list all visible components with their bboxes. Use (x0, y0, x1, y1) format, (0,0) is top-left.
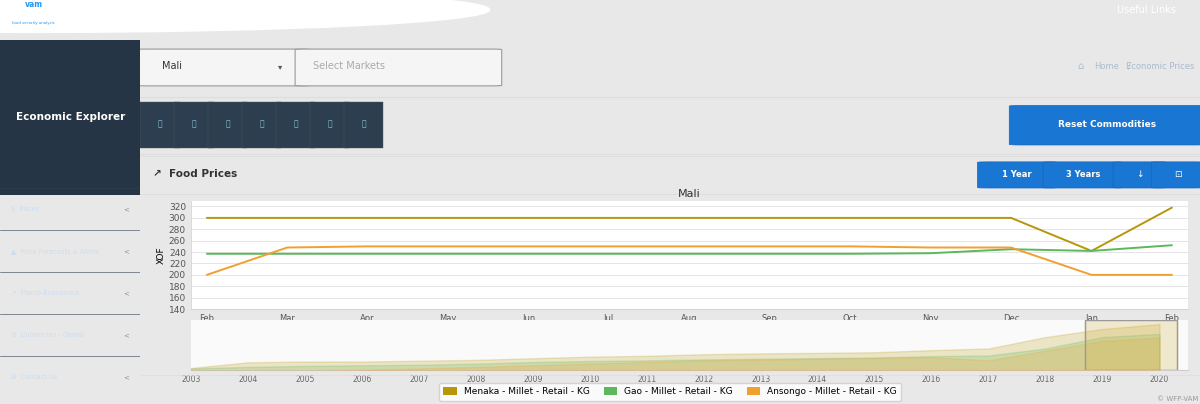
Y-axis label: XOF: XOF (157, 246, 166, 264)
Text: <: < (124, 332, 130, 338)
Text: <: < (124, 374, 130, 380)
Text: <: < (124, 206, 130, 213)
Text: ✉  Contact Us: ✉ Contact Us (11, 374, 58, 380)
Legend: Menaka - Millet - Retail - KG, Gao - Millet - Retail - KG, Ansongo - Millet - Re: Menaka - Millet - Retail - KG, Gao - Mil… (439, 383, 901, 401)
Text: ▾: ▾ (278, 62, 282, 71)
FancyBboxPatch shape (344, 102, 383, 148)
FancyBboxPatch shape (1009, 105, 1200, 145)
Text: © WFP-VAM: © WFP-VAM (1157, 396, 1198, 402)
Bar (0, 40, 140, 195)
Text: Economic Explorer: Economic Explorer (16, 112, 125, 122)
FancyBboxPatch shape (978, 162, 1057, 188)
Text: ▲  Price Forecasts & Alerts: ▲ Price Forecasts & Alerts (11, 248, 100, 254)
Text: Useful Links: Useful Links (1117, 5, 1176, 15)
Text: ⊡: ⊡ (1174, 170, 1182, 179)
FancyBboxPatch shape (209, 102, 247, 148)
Text: ↗  Macro-Economics: ↗ Macro-Economics (11, 290, 79, 296)
FancyBboxPatch shape (136, 49, 310, 86)
Circle shape (0, 0, 490, 32)
Bar (1086, 320, 1177, 370)
Text: Reset Commodities: Reset Commodities (1058, 120, 1157, 128)
Text: 🫙: 🫙 (192, 120, 197, 128)
Bar (1086, 320, 1177, 370)
Text: ⌂: ⌂ (1078, 61, 1084, 72)
FancyBboxPatch shape (174, 102, 214, 148)
Title: Mali: Mali (678, 189, 701, 199)
Text: Select Markets: Select Markets (313, 61, 385, 72)
Text: 🔄: 🔄 (259, 120, 264, 128)
Text: ≡: ≡ (146, 3, 156, 16)
Text: 1 Year: 1 Year (1002, 170, 1032, 179)
Text: $  Prices: $ Prices (11, 206, 40, 213)
Text: 🫙: 🫙 (293, 120, 298, 128)
Text: Mali: Mali (162, 61, 181, 72)
FancyBboxPatch shape (295, 49, 502, 86)
Text: /: / (1128, 62, 1132, 71)
Text: 🫙: 🫙 (328, 120, 332, 128)
FancyBboxPatch shape (310, 102, 349, 148)
Text: food security analysis: food security analysis (12, 21, 55, 25)
FancyBboxPatch shape (1043, 162, 1123, 188)
FancyBboxPatch shape (276, 102, 316, 148)
Text: ↓: ↓ (1136, 170, 1144, 179)
Text: 🌾: 🌾 (157, 120, 162, 128)
FancyBboxPatch shape (1151, 162, 1200, 188)
Text: <: < (124, 290, 130, 296)
Text: vam: vam (24, 0, 43, 9)
Text: Home: Home (1094, 62, 1120, 71)
Text: ⊙  Currencies - Global: ⊙ Currencies - Global (11, 332, 84, 338)
Text: ⛽: ⛽ (361, 120, 366, 128)
Text: <: < (124, 248, 130, 254)
FancyBboxPatch shape (242, 102, 281, 148)
Text: ↗  Food Prices: ↗ Food Prices (154, 169, 238, 179)
Text: 3 Years: 3 Years (1066, 170, 1100, 179)
FancyBboxPatch shape (140, 102, 180, 148)
Text: 🫙: 🫙 (226, 120, 230, 128)
Text: Economic Prices: Economic Prices (1127, 62, 1195, 71)
FancyBboxPatch shape (1114, 162, 1166, 188)
